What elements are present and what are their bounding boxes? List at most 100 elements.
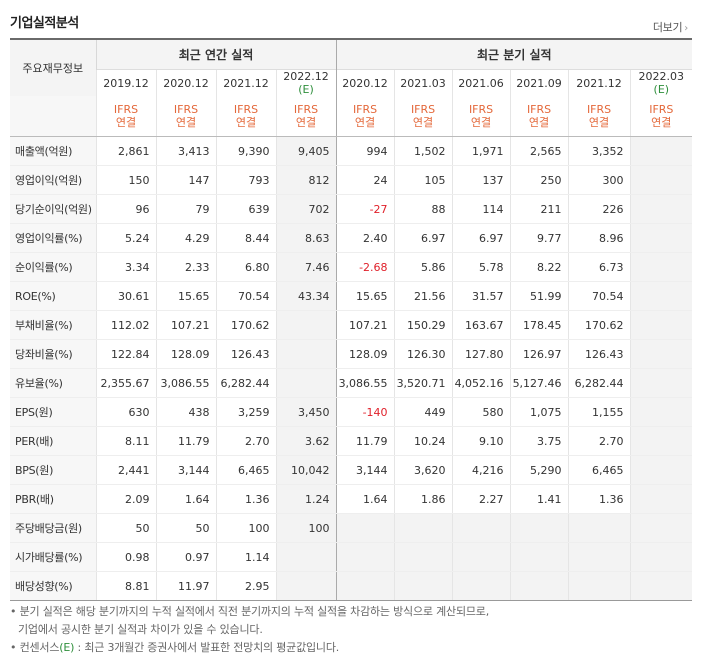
quarter-value-cell: 1,502 xyxy=(393,136,453,166)
table-row: 당좌비율(%) 122.84 128.09 126.43 128.09 126.30 127… xyxy=(10,339,693,369)
quarter-value-cell: -140 xyxy=(335,397,395,427)
quarter-value-cell: 31.57 xyxy=(451,281,511,311)
row-label: 당좌비율(%) xyxy=(10,339,96,369)
annual-value-cell: 793 xyxy=(215,165,276,195)
quarter-value-cell: 126.30 xyxy=(393,339,453,369)
quarter-value-cell xyxy=(509,542,569,572)
quarter-value-cell: 9.77 xyxy=(509,223,569,253)
row-label: PER(배) xyxy=(10,426,96,456)
annual-value-cell: 6.80 xyxy=(215,252,276,282)
quarter-value-cell: 1,971 xyxy=(451,136,511,166)
quarter-value-cell: 114 xyxy=(451,194,511,224)
annual-value-cell xyxy=(275,310,337,340)
quarter-period-header: 2021.09 xyxy=(509,69,569,96)
annual-value-cell: 2.70 xyxy=(215,426,276,456)
annual-value-cell: 438 xyxy=(155,397,216,427)
quarter-period-header: 2020.12 xyxy=(335,69,395,96)
quarter-value-cell: 51.99 xyxy=(509,281,569,311)
annual-value-cell: 3,144 xyxy=(155,455,216,485)
quarter-value-cell xyxy=(629,194,693,224)
quarter-value-cell: 1.64 xyxy=(335,484,395,514)
quarter-value-cell xyxy=(567,513,631,543)
quarter-value-cell: 6.97 xyxy=(393,223,453,253)
annual-value-cell: 4.29 xyxy=(155,223,216,253)
quarter-value-cell: 5.86 xyxy=(393,252,453,282)
ifrs-basis-header: IFRS 연결 xyxy=(567,96,631,137)
row-label: 당기순이익(억원) xyxy=(10,194,96,224)
quarter-value-cell: 226 xyxy=(567,194,631,224)
footnote-1: • 분기 실적은 해당 분기까지의 누적 실적에서 직전 분기까지의 누적 실적… xyxy=(10,605,490,618)
annual-value-cell: 50 xyxy=(95,513,156,543)
quarter-value-cell: 2.40 xyxy=(335,223,395,253)
row-label: 영업이익률(%) xyxy=(10,223,96,253)
annual-value-cell: 100 xyxy=(275,513,337,543)
quarter-value-cell: 6.97 xyxy=(451,223,511,253)
annual-value-cell: 11.79 xyxy=(155,426,216,456)
table-body: 매출액(억원) 2,861 3,413 9,390 9,405 994 1,502 1,971… xyxy=(10,136,693,601)
row-label: 배당성향(%) xyxy=(10,571,96,601)
annual-value-cell: 128.09 xyxy=(155,339,216,369)
quarter-value-cell: 1.36 xyxy=(567,484,631,514)
row-label: BPS(원) xyxy=(10,455,96,485)
annual-value-cell: 812 xyxy=(275,165,337,195)
quarter-value-cell xyxy=(451,542,511,572)
row-label: 부채비율(%) xyxy=(10,310,96,340)
quarter-value-cell: 4,216 xyxy=(451,455,511,485)
annual-value-cell: 702 xyxy=(275,194,337,224)
annual-value-cell: 112.02 xyxy=(95,310,156,340)
annual-value-cell xyxy=(275,368,337,398)
annual-period-header: 2020.12 xyxy=(155,69,216,96)
quarter-value-cell: 2.70 xyxy=(567,426,631,456)
quarter-value-cell xyxy=(629,513,693,543)
more-link-label: 더보기 xyxy=(652,21,683,34)
footnotes: • 분기 실적은 해당 분기까지의 누적 실적에서 직전 분기까지의 누적 실적… xyxy=(10,603,489,657)
quarter-value-cell xyxy=(393,513,453,543)
annual-group-header: 최근 연간 실적 xyxy=(95,38,337,70)
annual-value-cell: 122.84 xyxy=(95,339,156,369)
ifrs-basis-header: IFRS 연결 xyxy=(509,96,569,137)
quarter-value-cell: 5,290 xyxy=(509,455,569,485)
quarter-value-cell xyxy=(509,571,569,601)
quarter-value-cell: 3,520.71 xyxy=(393,368,453,398)
quarter-value-cell xyxy=(629,223,693,253)
ifrs-basis-header: IFRS 연결 xyxy=(155,96,216,137)
annual-value-cell: 8.81 xyxy=(95,571,156,601)
annual-value-cell: 7.46 xyxy=(275,252,337,282)
table-row: PER(배) 8.11 11.79 2.70 3.62 11.79 10.24 9.10 3.7… xyxy=(10,426,693,456)
annual-value-cell: 50 xyxy=(155,513,216,543)
quarter-value-cell: 126.97 xyxy=(509,339,569,369)
row-header-spacer xyxy=(10,96,96,137)
quarter-value-cell xyxy=(629,484,693,514)
annual-value-cell: 2.95 xyxy=(215,571,276,601)
quarter-value-cell xyxy=(629,571,693,601)
annual-period-header: 2021.12 xyxy=(215,69,276,96)
annual-value-cell xyxy=(275,339,337,369)
annual-value-cell: 6,465 xyxy=(215,455,276,485)
table-row: PBR(배) 2.09 1.64 1.36 1.24 1.64 1.86 2.27 1.41 1.… xyxy=(10,484,693,514)
annual-value-cell: 3,450 xyxy=(275,397,337,427)
quarter-value-cell: 1.41 xyxy=(509,484,569,514)
annual-value-cell: 96 xyxy=(95,194,156,224)
ifrs-basis-header: IFRS 연결 xyxy=(451,96,511,137)
row-label: 유보율(%) xyxy=(10,368,96,398)
quarter-value-cell: 211 xyxy=(509,194,569,224)
quarter-value-cell xyxy=(567,542,631,572)
table-row: 매출액(억원) 2,861 3,413 9,390 9,405 994 1,502 1,971… xyxy=(10,136,693,166)
quarter-value-cell xyxy=(393,571,453,601)
annual-value-cell: 1.36 xyxy=(215,484,276,514)
quarter-value-cell: 1,075 xyxy=(509,397,569,427)
annual-value-cell: 8.44 xyxy=(215,223,276,253)
quarter-value-cell: 3,086.55 xyxy=(335,368,395,398)
quarter-period-header: 2021.03 xyxy=(393,69,453,96)
annual-value-cell: 3.62 xyxy=(275,426,337,456)
ifrs-header-row: IFRS 연결 IFRS 연결 IFRS 연결 IFRS 연결 IFRS 연결 IFRS 연결 IFRS… xyxy=(10,96,693,137)
more-link[interactable]: 더보기 › xyxy=(653,19,688,35)
annual-period-header: 2022.12 (E) xyxy=(275,69,337,96)
annual-value-cell: 11.97 xyxy=(155,571,216,601)
quarter-value-cell: 3,620 xyxy=(393,455,453,485)
quarter-value-cell: 6,282.44 xyxy=(567,368,631,398)
quarter-value-cell xyxy=(629,542,693,572)
table-row: 배당성향(%) 8.81 11.97 2.95 xyxy=(10,571,693,601)
quarter-value-cell xyxy=(335,542,395,572)
quarter-value-cell: -27 xyxy=(335,194,395,224)
